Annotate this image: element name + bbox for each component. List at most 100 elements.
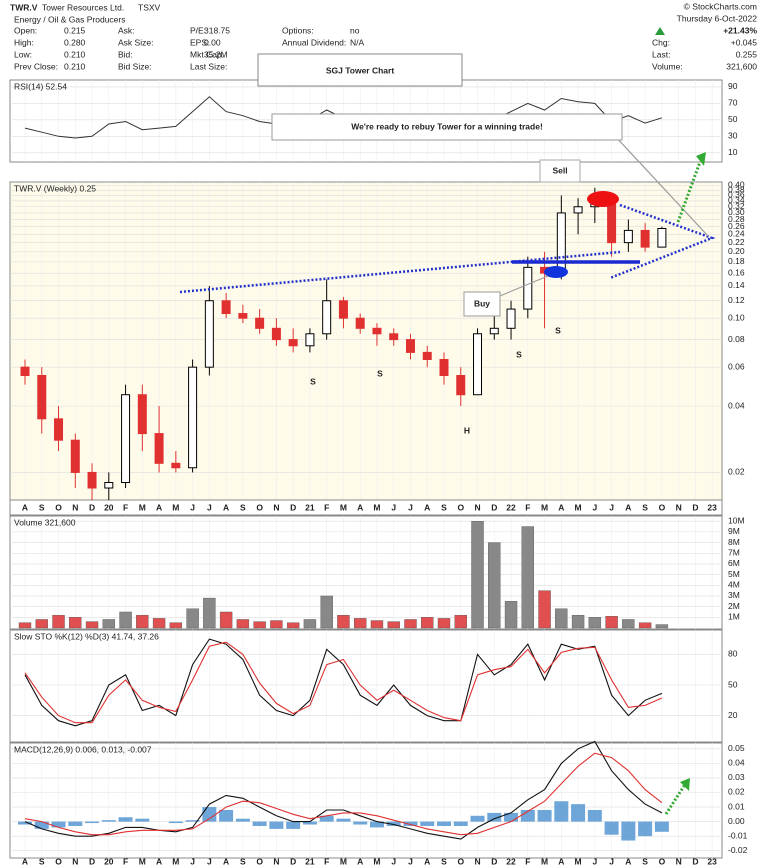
y-tick-label: 0.36: [728, 190, 745, 200]
sell-label: Sell: [552, 165, 567, 175]
date: Thursday 6-Oct-2022: [677, 13, 758, 23]
y-tick-label: 0.34: [728, 195, 745, 205]
x-tick-label: F: [324, 856, 329, 866]
histogram-bar: [537, 809, 552, 822]
y-tick-label: 0.20: [728, 246, 745, 256]
volume-bar: [136, 614, 149, 629]
x-tick-label: N: [676, 502, 682, 512]
quote-value: 321,600: [726, 61, 757, 71]
candle-body: [607, 203, 617, 244]
sell-box: [539, 159, 581, 183]
quote-label: Volume:: [652, 61, 683, 71]
y-tick-label: 70: [728, 98, 738, 108]
volume-bar: [270, 620, 283, 629]
volume-bar: [52, 614, 65, 629]
y-tick-label: 0.16: [728, 267, 745, 277]
x-tick-label: O: [457, 856, 464, 866]
volume-bar: [387, 621, 400, 629]
histogram-bar: [638, 821, 653, 837]
histogram-bar: [202, 807, 217, 822]
histogram-bar: [554, 801, 569, 822]
field-label: Ask Size:: [118, 37, 153, 47]
y-tick-label: 30: [728, 131, 738, 141]
field-label: Bid:: [118, 49, 133, 59]
x-tick-label: 23: [707, 856, 717, 866]
x-tick-label: S: [240, 502, 246, 512]
x-tick-label: F: [525, 502, 530, 512]
candle-body: [322, 300, 332, 335]
volume-bar: [236, 619, 250, 629]
arrow-head: [680, 778, 690, 791]
volume-bar: [303, 619, 317, 629]
candle-body: [20, 366, 30, 376]
x-tick-label: S: [441, 856, 447, 866]
histogram-bar: [420, 821, 435, 826]
field-label: Ask:: [118, 25, 135, 35]
x-tick-label: J: [592, 856, 597, 866]
candle-body: [221, 300, 231, 315]
y-tick-label: 90: [728, 81, 738, 91]
x-tick-label: A: [625, 502, 631, 512]
x-tick-label: M: [575, 502, 582, 512]
x-tick-label: A: [22, 502, 28, 512]
volume-bar: [119, 611, 132, 629]
volume-bar: [370, 620, 384, 629]
panel-title: Slow STO %K(12) %D(3) 41.74, 37.26: [14, 631, 159, 641]
volume-bar: [488, 542, 501, 629]
candle-body: [305, 333, 315, 347]
series-line: [24, 641, 663, 724]
y-tick-label: 4M: [728, 580, 740, 590]
y-tick-label: 10M: [728, 515, 745, 525]
pattern-label: H: [464, 425, 470, 435]
x-tick-label: M: [172, 856, 179, 866]
field-value: 0.210: [64, 49, 86, 59]
x-tick-label: M: [340, 856, 347, 866]
y-tick-label: 0.04: [728, 400, 745, 410]
volume-bar: [320, 595, 333, 629]
histogram-bar: [18, 821, 32, 825]
pattern-label: S: [555, 325, 561, 335]
x-tick-label: 20: [104, 856, 114, 866]
volume-bar: [152, 618, 166, 629]
candle-body: [657, 228, 667, 248]
buy-label: Buy: [474, 298, 490, 308]
field-value: 0.215: [64, 25, 86, 35]
y-tick-label: 2M: [728, 601, 740, 611]
pattern-label: S: [377, 368, 383, 378]
field-label: Low:: [14, 49, 32, 59]
histogram-bar: [235, 818, 250, 822]
y-tick-label: 0.32: [728, 201, 745, 211]
x-tick-label: A: [424, 502, 430, 512]
x-tick-label: M: [172, 502, 179, 512]
candle-body: [288, 339, 298, 347]
y-tick-label: 0.04: [728, 758, 745, 768]
candle-body: [154, 433, 164, 464]
x-tick-label: A: [357, 502, 363, 512]
x-tick-label: N: [273, 856, 279, 866]
field-value: 0.210: [64, 61, 86, 71]
y-tick-label: 50: [728, 114, 738, 124]
x-tick-label: A: [558, 502, 564, 512]
x-tick-label: A: [22, 856, 28, 866]
y-tick-label: 0.40: [728, 180, 745, 190]
x-tick-label: N: [72, 856, 78, 866]
candle-body: [355, 317, 365, 329]
x-tick-label: 20: [104, 502, 114, 512]
sector: Energy / Oil & Gas Producers: [14, 14, 126, 24]
volume-bar: [638, 622, 652, 629]
x-tick-label: D: [89, 502, 95, 512]
histogram-bar: [51, 821, 66, 828]
candle-body: [204, 300, 214, 368]
y-tick-label: 0.03: [728, 772, 745, 782]
y-tick-label: 10: [728, 147, 738, 157]
x-tick-label: M: [139, 502, 146, 512]
histogram-bar: [403, 821, 418, 826]
histogram-bar: [319, 815, 334, 822]
volume-bar: [286, 622, 300, 629]
y-tick-label: 0.28: [728, 214, 745, 224]
volume-bar: [571, 614, 585, 629]
x-tick-label: J: [391, 856, 396, 866]
volume-bar: [471, 521, 484, 629]
x-tick-label: 21: [305, 502, 315, 512]
y-tick-label: 0.30: [728, 207, 745, 217]
